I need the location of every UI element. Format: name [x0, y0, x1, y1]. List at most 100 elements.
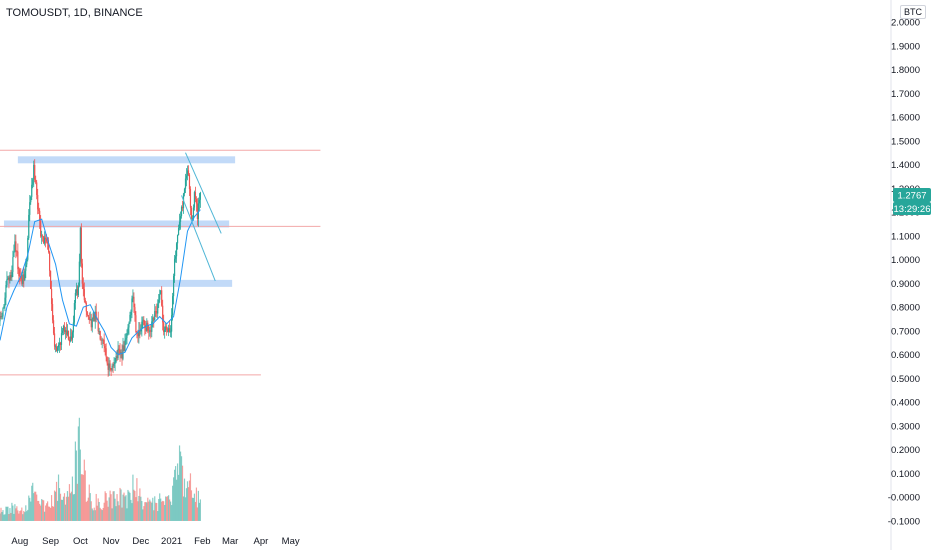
candle-body — [103, 339, 105, 346]
candle-body — [163, 322, 165, 333]
volume-bar — [31, 485, 33, 521]
volume-bar — [156, 503, 158, 521]
x-tick-label: Mar — [222, 536, 238, 547]
volume-bar — [66, 491, 69, 521]
candle-body — [8, 277, 10, 281]
candle-body — [69, 336, 72, 342]
candle-body — [196, 203, 199, 219]
volume-bar — [47, 501, 49, 521]
candle-body — [123, 345, 125, 351]
volume-bar — [131, 503, 133, 521]
volume-bar — [157, 511, 159, 521]
volume-bar — [135, 497, 137, 521]
volume-bar — [62, 496, 65, 521]
candle-body — [0, 316, 2, 318]
volume-bar — [117, 501, 119, 521]
candle-body — [52, 320, 55, 334]
volume-bar — [162, 500, 164, 521]
volume-bar — [148, 501, 150, 521]
candle-body — [91, 319, 93, 328]
symbol-title[interactable]: TOMOUSDT, 1D, BINANCE — [6, 7, 143, 19]
volume-bar — [0, 507, 2, 521]
candle-body — [127, 327, 129, 334]
volume-bar — [14, 504, 16, 521]
candle-body — [42, 235, 44, 237]
candle-body — [153, 317, 155, 320]
candle-body — [151, 321, 153, 332]
volume-bar — [192, 497, 195, 521]
candle-body — [118, 348, 120, 351]
volume-bar — [82, 474, 84, 521]
candle-body — [65, 330, 68, 335]
volume-bar — [6, 506, 8, 521]
candle-body — [80, 227, 82, 264]
candle-body — [162, 305, 164, 323]
candle-body — [34, 164, 36, 180]
volume-bar — [29, 497, 31, 521]
candle-body — [158, 299, 160, 304]
candle-body — [44, 237, 46, 244]
candle-body — [128, 323, 130, 328]
candle-body — [174, 256, 177, 259]
candle-body — [58, 342, 61, 345]
candle-body — [171, 315, 173, 332]
volume-bar — [110, 494, 112, 521]
candle-body — [35, 179, 37, 183]
volume-bar — [77, 426, 79, 521]
candle-body — [1, 316, 3, 318]
volume-bar — [161, 501, 163, 521]
time-axis[interactable]: Aug Sep Oct Nov Dec 2021 Feb Mar Apr May — [11, 536, 299, 547]
candle-body — [88, 317, 90, 320]
volume-bar — [112, 491, 114, 521]
volume-bar — [187, 487, 190, 521]
candle-body — [45, 237, 47, 240]
candle-body — [38, 209, 40, 211]
candle-body — [10, 275, 12, 278]
y-tick-label: 1.5000 — [891, 136, 920, 147]
candle-body — [111, 365, 113, 370]
volume-bar — [45, 505, 47, 521]
volume-bar — [99, 507, 101, 521]
candle-body — [76, 289, 78, 296]
candle-body — [30, 196, 32, 203]
volume-bar — [171, 505, 173, 521]
volume-bar — [186, 481, 189, 521]
candle-body — [116, 356, 118, 359]
volume-bar — [57, 474, 60, 521]
volume-bar — [143, 506, 145, 521]
candle-body — [198, 199, 200, 204]
candle-body — [119, 350, 121, 355]
volume-bar — [166, 496, 168, 521]
candle-body — [197, 203, 199, 219]
candle-body — [21, 279, 23, 284]
volume-bar — [139, 488, 141, 521]
volume-bar — [165, 496, 167, 521]
volume-bar — [86, 500, 88, 521]
volume-bar — [55, 481, 58, 521]
price-axis[interactable]: 2.0000 1.9000 1.8000 1.7000 1.6000 1.5000 1.40… — [888, 0, 920, 550]
candle-body — [166, 326, 168, 329]
candle-body — [131, 298, 133, 312]
currency-badge[interactable]: BTC — [900, 5, 926, 19]
volume-bar — [21, 507, 23, 521]
volume-bar — [48, 506, 50, 521]
candle-body — [22, 274, 24, 284]
volume-bar — [188, 480, 191, 521]
candle-body — [138, 329, 140, 337]
volume-bar — [145, 502, 147, 521]
volume-bar — [141, 501, 143, 521]
candle-body — [94, 311, 96, 322]
volume-bar — [46, 503, 48, 521]
volume-bar — [158, 499, 160, 521]
volume-bar — [17, 510, 19, 521]
volume-bar — [167, 496, 169, 521]
candle-body — [199, 192, 201, 200]
candle-body — [62, 325, 65, 331]
volume-bar — [151, 502, 153, 521]
volume-bar — [11, 502, 13, 521]
volume-bar — [104, 491, 106, 521]
candle-body — [129, 314, 131, 324]
candle-body — [86, 311, 88, 315]
volume-bar — [132, 474, 134, 521]
